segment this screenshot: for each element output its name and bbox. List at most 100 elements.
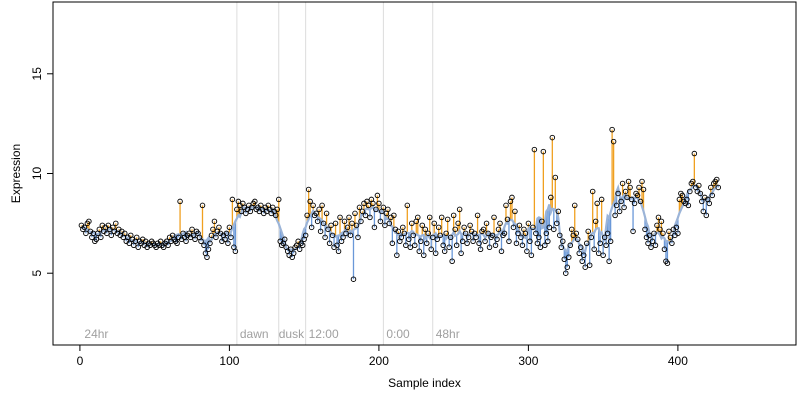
point-398 [673, 224, 680, 231]
point-394 [667, 234, 674, 241]
point-294 [518, 234, 524, 241]
point-327 [567, 242, 574, 249]
y-axis-label: Expression [9, 144, 23, 203]
point-339 [585, 228, 591, 235]
point-373 [636, 184, 642, 191]
point-185 [355, 234, 361, 241]
point-309 [540, 148, 547, 155]
point-66 [177, 198, 183, 205]
point-407 [687, 188, 693, 195]
point-17 [104, 230, 110, 237]
x-tick-label-0: 0 [77, 354, 84, 368]
point-177 [343, 230, 349, 237]
point-157 [313, 210, 319, 217]
point-252 [455, 220, 461, 227]
point-388 [658, 218, 665, 225]
point-285 [504, 216, 511, 223]
point-217 [403, 242, 409, 249]
point-281 [498, 248, 505, 255]
point-254 [458, 250, 464, 257]
point-377 [642, 226, 648, 233]
point-301 [528, 252, 535, 259]
point-366 [625, 178, 632, 185]
point-103 [232, 248, 239, 255]
point-186 [356, 204, 363, 211]
point-206 [386, 220, 393, 227]
point-291 [513, 240, 520, 247]
point-368 [628, 196, 635, 203]
point-382 [649, 238, 656, 245]
point-420 [706, 200, 713, 207]
point-146 [296, 246, 303, 253]
y-tick-label-2: 15 [30, 67, 44, 81]
point-5 [86, 218, 92, 225]
period-annotations: 24hr dawn dusk 12:00 0:00 48hr [84, 327, 459, 341]
point-323 [561, 256, 568, 263]
point-159 [316, 206, 322, 213]
point-262 [470, 238, 476, 245]
point-257 [462, 230, 469, 237]
point-331 [573, 230, 579, 237]
point-255 [459, 238, 466, 245]
point-215 [400, 224, 406, 231]
point-383 [651, 230, 657, 237]
point-418 [703, 212, 710, 219]
point-244 [443, 230, 449, 237]
deviation-segments [80, 129, 719, 280]
point-265 [474, 212, 481, 219]
annotation-1: dawn [240, 327, 269, 341]
annotation-4: 0:00 [386, 327, 410, 341]
point-416 [700, 208, 707, 215]
point-375 [639, 178, 645, 185]
point-97 [223, 230, 230, 237]
point-393 [666, 228, 672, 235]
point-266 [476, 240, 482, 247]
point-240 [437, 232, 443, 239]
point-3 [83, 230, 89, 237]
point-337 [582, 264, 588, 270]
point-171 [334, 242, 340, 249]
point-163 [322, 234, 328, 241]
point-158 [314, 218, 321, 225]
point-357 [612, 212, 618, 219]
point-131 [274, 206, 280, 213]
point-76 [192, 236, 198, 243]
point-330 [571, 202, 578, 209]
point-267 [477, 246, 484, 253]
point-333 [576, 250, 582, 257]
point-351 [603, 242, 609, 249]
point-175 [340, 234, 346, 241]
point-173 [337, 214, 343, 221]
point-365 [624, 194, 630, 201]
point-181 [349, 220, 355, 227]
point-84 [204, 254, 210, 261]
point-348 [598, 196, 605, 203]
point-314 [548, 194, 554, 201]
point-233 [426, 214, 433, 221]
point-326 [566, 254, 572, 261]
point-58 [165, 242, 171, 249]
point-284 [503, 202, 509, 209]
point-81 [199, 202, 206, 209]
point-10 [93, 236, 100, 243]
point-426 [715, 184, 722, 191]
point-38 [135, 244, 141, 251]
point-264 [473, 234, 479, 241]
point-302 [530, 224, 536, 231]
point-155 [310, 202, 316, 209]
point-150 [302, 232, 309, 239]
point-242 [440, 242, 446, 249]
point-188 [359, 208, 366, 215]
point-237 [432, 250, 439, 257]
point-342 [589, 188, 596, 195]
point-90 [213, 234, 219, 241]
point-223 [412, 242, 418, 249]
x-tick-label-3: 300 [518, 354, 538, 368]
point-273 [486, 244, 493, 251]
point-13 [98, 234, 104, 241]
point-319 [555, 208, 562, 215]
point-161 [319, 202, 325, 209]
point-92 [216, 224, 222, 231]
point-303 [531, 146, 538, 153]
point-374 [637, 198, 644, 205]
